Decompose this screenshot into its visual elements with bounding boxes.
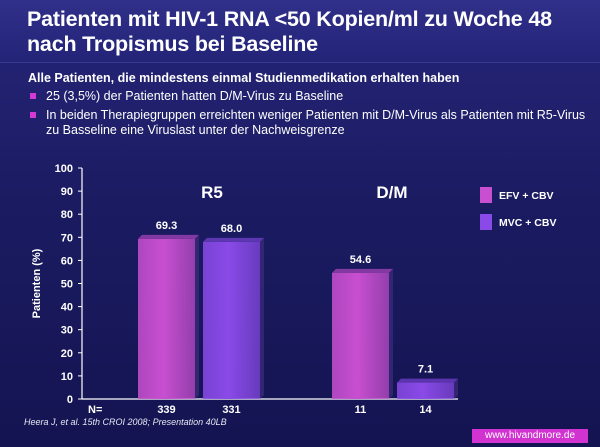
bullet-square-icon: [30, 93, 36, 99]
bar-side-face: [389, 268, 393, 399]
bar-top-face: [138, 234, 199, 239]
y-tick-label: 70: [61, 232, 73, 244]
y-tick-label: 100: [55, 163, 73, 175]
n-count-label: 331: [222, 404, 240, 416]
title-bar: Patienten mit HIV-1 RNA <50 Kopien/ml zu…: [0, 0, 600, 63]
data-label: 68.0: [221, 223, 242, 235]
bar: [332, 272, 389, 399]
y-axis-label: Patienten (%): [31, 248, 43, 318]
bullet-text: 25 (3,5%) der Patienten hatten D/M-Virus…: [46, 89, 344, 103]
legend-label: MVC + CBV: [499, 217, 556, 229]
bar-side-face: [260, 237, 264, 399]
n-count-label: 14: [419, 404, 432, 416]
y-tick-label: 40: [61, 302, 73, 314]
page-title: Patienten mit HIV-1 RNA <50 Kopien/ml zu…: [27, 7, 552, 56]
bar: [397, 382, 454, 399]
y-tick-label: 90: [61, 186, 73, 198]
y-tick-label: 10: [61, 371, 73, 383]
bar-side-face: [195, 234, 199, 399]
legend-label: EFV + CBV: [499, 190, 554, 202]
bar-top-face: [397, 378, 458, 383]
y-tick-label: 80: [61, 209, 73, 221]
bullet-list: 25 (3,5%) der Patienten hatten D/M-Virus…: [28, 89, 588, 142]
legend-swatch: [480, 187, 492, 203]
data-label: 69.3: [156, 220, 177, 232]
website-watermark: www.hivandmore.de: [472, 429, 588, 443]
bar-side-face: [454, 378, 458, 399]
category-label: R5: [201, 183, 223, 202]
bar-top-face: [203, 237, 264, 242]
n-count-label: 11: [355, 404, 367, 416]
y-tick-label: 50: [61, 279, 73, 291]
bar-top-face: [332, 268, 393, 273]
y-tick-label: 20: [61, 348, 73, 360]
bar: [203, 241, 260, 399]
bullet-text: In beiden Therapiegruppen erreichten wen…: [46, 108, 586, 137]
bullet-item: 25 (3,5%) der Patienten hatten D/M-Virus…: [28, 89, 588, 104]
data-label: 54.6: [350, 254, 371, 266]
legend-swatch: [480, 214, 492, 230]
n-count-label: 339: [157, 404, 175, 416]
bullet-item: In beiden Therapiegruppen erreichten wen…: [28, 108, 588, 138]
data-label: 7.1: [418, 364, 433, 376]
subheading: Alle Patienten, die mindestens einmal St…: [28, 71, 460, 85]
category-label: D/M: [376, 183, 407, 202]
bar: [138, 238, 195, 399]
y-tick-label: 30: [61, 325, 73, 337]
citation-footnote: Heera J, et al. 15th CROI 2008; Presenta…: [24, 417, 227, 427]
y-tick-label: 0: [67, 394, 73, 406]
y-tick-label: 60: [61, 255, 73, 267]
bullet-square-icon: [30, 112, 36, 118]
n-label: N=: [88, 404, 102, 416]
